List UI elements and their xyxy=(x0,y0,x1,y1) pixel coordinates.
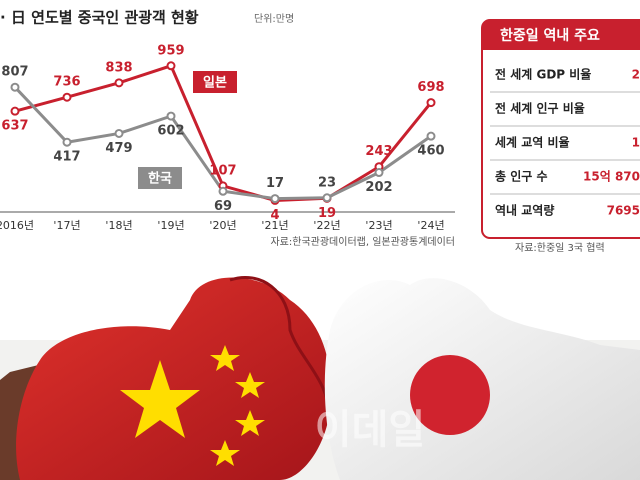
point xyxy=(166,111,176,121)
value-label: 736 xyxy=(53,75,80,90)
point xyxy=(62,92,72,102)
table-source: 자료:한중일 3국 협력 xyxy=(515,241,605,254)
point xyxy=(166,61,176,71)
point xyxy=(270,194,280,204)
value-label: 460 xyxy=(417,144,444,159)
value-label: 17 xyxy=(266,176,284,191)
value-label: 479 xyxy=(105,141,132,156)
value-label: 959 xyxy=(157,43,184,58)
value-label: 19 xyxy=(318,206,336,221)
chart-subtitle: 단위:만명 xyxy=(254,12,294,25)
legend-box xyxy=(193,71,237,93)
point xyxy=(10,82,20,92)
x-tick-label: '21년 xyxy=(261,219,288,232)
chart-source: 자료:한국관광데이터랩, 일본관광통계데이터 xyxy=(270,236,455,248)
value-label: 637 xyxy=(1,119,28,134)
plot: 2016년 '17년 '18년 '19년 '20년 '21년 '22년 '23년 '24년 637… xyxy=(0,43,445,232)
x-tick-label: '17년 xyxy=(53,219,80,232)
row-value: 2 xyxy=(632,68,640,82)
x-tick-label: '20년 xyxy=(209,219,236,232)
row-label: 총 인구 수 xyxy=(495,169,548,184)
row-value: 1 xyxy=(632,136,640,150)
point xyxy=(10,106,20,116)
point xyxy=(114,78,124,88)
illustration xyxy=(0,275,640,480)
value-label: 838 xyxy=(105,60,132,75)
legend-label: 일본 xyxy=(203,76,227,91)
point xyxy=(62,137,72,147)
value-label: 202 xyxy=(365,180,392,195)
point xyxy=(218,186,228,196)
value-label: 417 xyxy=(53,150,80,165)
row-label: 역내 교역량 xyxy=(495,203,554,218)
row-value: 7695 xyxy=(607,204,640,218)
x-tick-label: '23년 xyxy=(365,219,392,232)
legend-label: 한국 xyxy=(148,171,172,187)
value-label: 698 xyxy=(417,80,444,95)
watermark: 이데일 xyxy=(315,407,425,453)
table-title: 한중일 역내 주요 xyxy=(500,27,600,44)
value-label: 69 xyxy=(214,199,232,214)
row-label: 세계 교역 비율 xyxy=(495,135,570,150)
value-label: 807 xyxy=(1,65,28,80)
value-label: 243 xyxy=(365,144,392,159)
value-label: 4 xyxy=(270,208,279,223)
chart-title: · 日 연도별 중국인 관광객 현황 xyxy=(0,9,199,27)
row-label: 전 세계 인구 비율 xyxy=(495,101,585,116)
x-tick-label: 2016년 xyxy=(0,219,34,232)
value-label: 23 xyxy=(318,175,336,190)
legend-box xyxy=(138,167,182,189)
point xyxy=(374,168,384,178)
point xyxy=(322,193,332,203)
table-header xyxy=(482,20,640,50)
x-tick-label: '24년 xyxy=(417,219,444,232)
x-tick-label: '19년 xyxy=(157,219,184,232)
value-label: 107 xyxy=(209,163,236,178)
x-tick-label: '18년 xyxy=(105,219,132,232)
row-value: 15억 870 xyxy=(583,170,640,184)
row-label: 전 세계 GDP 비율 xyxy=(495,67,591,82)
point xyxy=(426,131,436,141)
point xyxy=(426,98,436,108)
value-label: 602 xyxy=(157,124,184,139)
point xyxy=(114,128,124,138)
x-tick-label: '22년 xyxy=(313,219,340,232)
